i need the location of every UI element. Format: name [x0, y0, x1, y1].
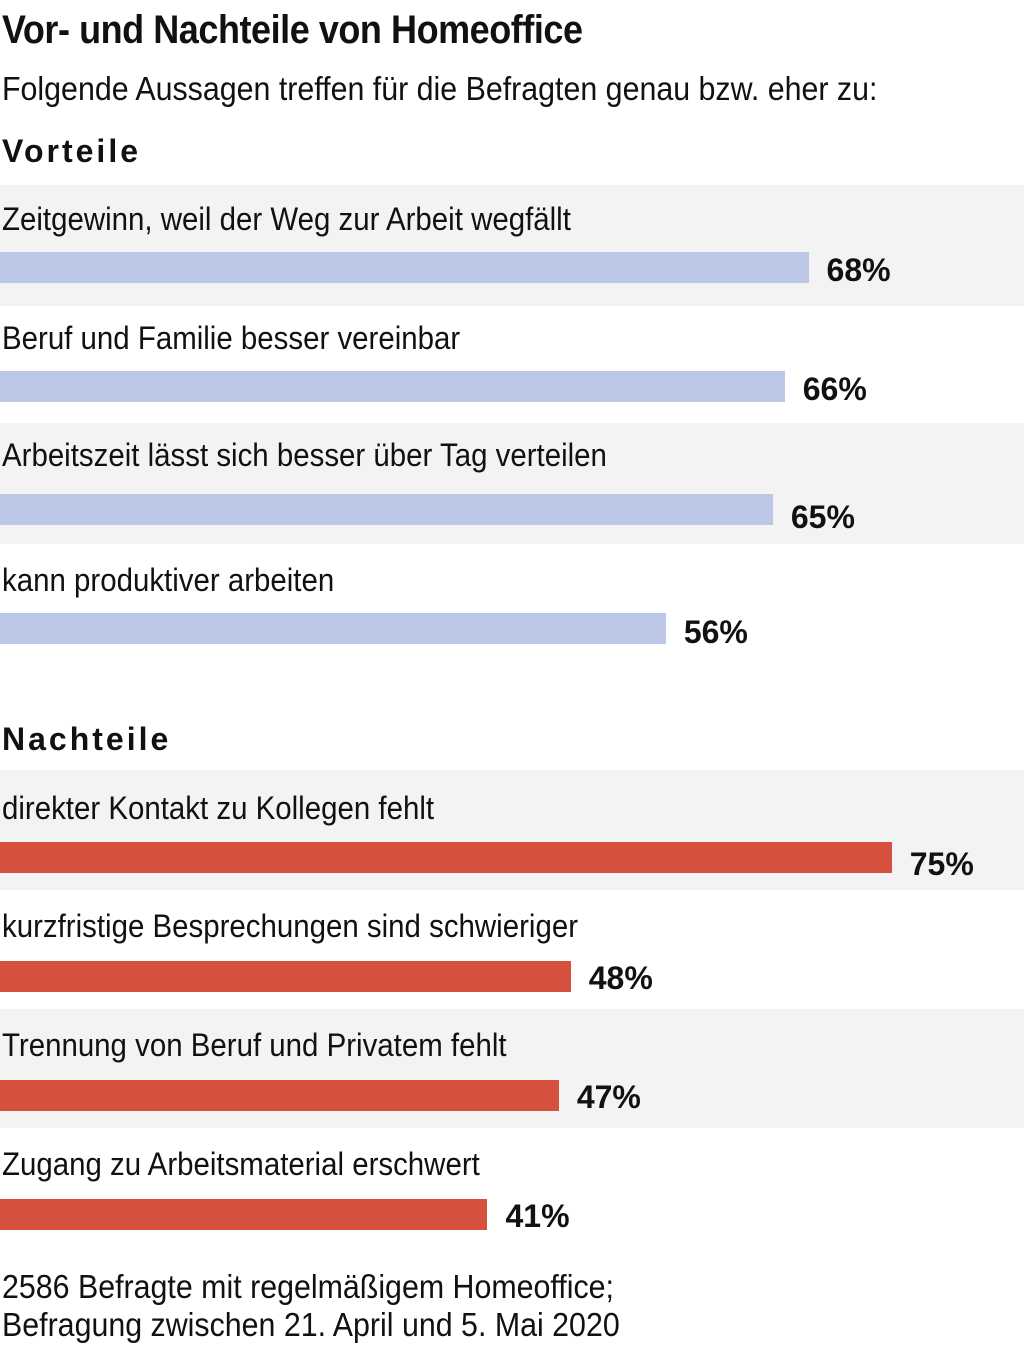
bar-row: Zeitgewinn, weil der Weg zur Arbeit wegf… [0, 185, 1024, 306]
bar-label: Trennung von Beruf und Privatem fehlt [2, 1027, 507, 1063]
section-title-nachteile: Nachteile [2, 721, 172, 757]
bar-value-label: 56% [683, 614, 748, 650]
bar-label: Beruf und Familie besser vereinbar [2, 320, 461, 356]
bar [0, 1080, 559, 1111]
footnote-line: 2586 Befragte mit regelmäßigem Homeoffic… [2, 1268, 615, 1305]
bar [0, 1199, 488, 1230]
bar [0, 613, 666, 644]
bar-value-label: 47% [576, 1079, 641, 1115]
bar-label: kann produktiver arbeiten [2, 562, 335, 598]
bar-label: direkter Kontakt zu Kollegen fehlt [2, 790, 435, 826]
bar [0, 371, 785, 402]
bar-label: kurzfristige Besprechungen sind schwieri… [2, 908, 578, 944]
bar-value-label: 41% [505, 1198, 570, 1234]
bar-row: Arbeitszeit lässt sich besser über Tag v… [0, 423, 1024, 544]
bar-row: direkter Kontakt zu Kollegen fehlt 75% [0, 770, 1024, 890]
bar-label: Zugang zu Arbeitsmaterial erschwert [2, 1146, 480, 1182]
footnote-line: Befragung zwischen 21. April und 5. Mai … [2, 1306, 620, 1343]
bar-value-label: 66% [802, 371, 867, 407]
chart-footnote: 2586 Befragte mit regelmäßigem Homeoffic… [2, 1268, 620, 1344]
chart-subtitle: Folgende Aussagen treffen für die Befrag… [2, 70, 878, 107]
bar-row: Trennung von Beruf und Privatem fehlt 47… [0, 1009, 1024, 1128]
bar [0, 494, 773, 525]
section-title-vorteile: Vorteile [2, 133, 141, 169]
bar-value-label: 65% [790, 499, 855, 535]
bar-value-label: 68% [826, 252, 891, 288]
bar-row: kurzfristige Besprechungen sind schwieri… [0, 890, 1024, 1009]
bar-value-label: 75% [909, 846, 974, 882]
bar [0, 842, 892, 873]
bar-value-label: 48% [588, 960, 653, 996]
bar-label: Zeitgewinn, weil der Weg zur Arbeit wegf… [2, 201, 571, 237]
bar-row: Beruf und Familie besser vereinbar 66% [0, 306, 1024, 423]
bar [0, 252, 809, 283]
bar-row: kann produktiver arbeiten 56% [0, 544, 1024, 660]
bar-label: Arbeitszeit lässt sich besser über Tag v… [2, 437, 607, 473]
bar-row: Zugang zu Arbeitsmaterial erschwert 41% [0, 1128, 1024, 1248]
bar [0, 961, 571, 992]
chart-title: Vor- und Nachteile von Homeoffice [2, 8, 583, 52]
